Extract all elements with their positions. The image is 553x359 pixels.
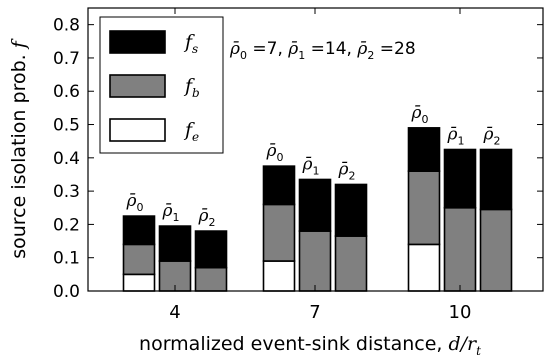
bar-label: ρ̄0 <box>411 103 429 126</box>
legend-label: fe <box>183 119 199 144</box>
y-tick-label: 0.4 <box>53 149 80 169</box>
bar-segment-f-e <box>407 243 441 292</box>
bar-segment-f-s <box>262 165 296 206</box>
bar-segment-f-b <box>262 203 296 262</box>
bar-label: ρ̄2 <box>338 159 356 182</box>
bar-segment-f-b <box>407 170 441 246</box>
bar-label: ρ̄2 <box>198 206 216 229</box>
y-tick-label: 0.2 <box>53 215 80 235</box>
bar-segment-f-s <box>298 178 332 232</box>
legend-label: fb <box>183 75 200 100</box>
y-axis: 0.0 0.1 0.2 0.3 0.4 0.5 0.6 0.7 0.8 <box>53 16 543 302</box>
bar-segment-f-b <box>194 266 228 292</box>
legend-label: fs <box>183 31 198 56</box>
x-tick-label: 4 <box>169 302 180 323</box>
y-tick-label: 0.5 <box>53 116 80 136</box>
bar-segment-f-e <box>262 260 296 292</box>
bar-segment-f-b <box>334 235 368 292</box>
y-tick-label: 0.1 <box>53 249 80 269</box>
bar-label: ρ̄0 <box>266 141 284 164</box>
bar-label: ρ̄1 <box>447 125 465 148</box>
bar-segment-f-b <box>443 206 477 292</box>
bar-segment-f-b <box>122 243 156 276</box>
legend-swatch-f-s <box>109 30 166 54</box>
annotation: ρ̄0 =7, ρ̄1 =14, ρ̄2 =28 <box>229 39 416 62</box>
bar-label: ρ̄1 <box>302 154 320 177</box>
bar-segment-f-s <box>158 225 192 262</box>
legend-swatch-f-e <box>109 118 166 142</box>
x-tick-label: 10 <box>449 302 472 323</box>
y-tick-label: 0.6 <box>53 82 80 102</box>
bar-labels: ρ̄0 ρ̄1 ρ̄2 ρ̄0 ρ̄1 ρ̄2 ρ̄0 ρ̄1 ρ̄2 <box>126 103 501 229</box>
bar-label: ρ̄2 <box>483 125 501 148</box>
x-axis-label: normalized event-sink distance, d/rt <box>139 333 481 358</box>
legend-swatch-f-b <box>109 74 166 98</box>
bar-segment-f-s <box>407 127 441 172</box>
bar-label: ρ̄0 <box>126 191 144 214</box>
bar-segment-f-b <box>298 230 332 292</box>
bar-label: ρ̄1 <box>162 201 180 224</box>
bar-segment-f-s <box>194 230 228 269</box>
y-tick-label: 0.7 <box>53 49 80 69</box>
bars-layer <box>122 127 513 292</box>
x-tick-label: 7 <box>309 302 320 323</box>
bar-segment-f-b <box>479 208 513 292</box>
legend: fs fb fe <box>99 16 224 154</box>
bar-segment-f-e <box>122 273 156 292</box>
bar-segment-f-s <box>479 148 513 211</box>
y-tick-label: 0.3 <box>53 182 80 202</box>
y-tick-label: 0.0 <box>53 282 80 302</box>
bar-segment-f-s <box>122 215 156 246</box>
bar-segment-f-s <box>334 183 368 237</box>
x-axis: 4 7 10 <box>169 8 471 323</box>
y-tick-label: 0.8 <box>53 16 80 36</box>
bar-segment-f-s <box>443 148 477 209</box>
y-axis-label: source isolation prob. f <box>8 38 30 259</box>
